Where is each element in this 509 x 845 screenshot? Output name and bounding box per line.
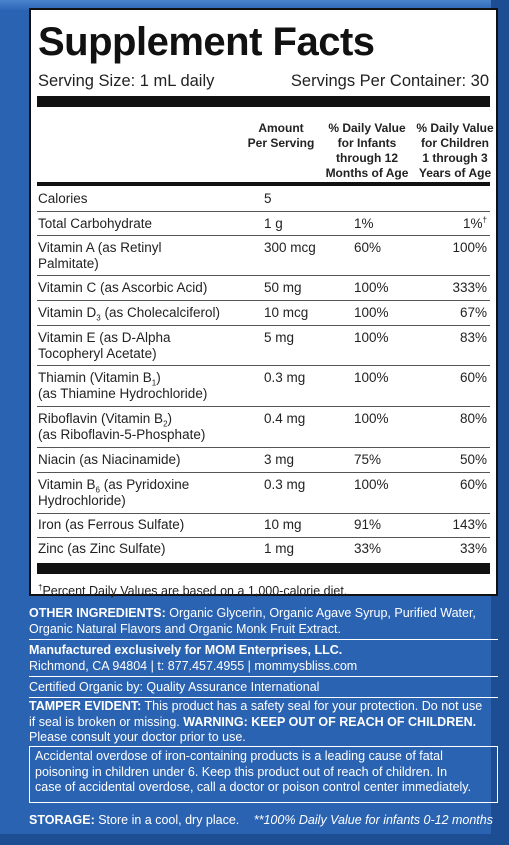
row-child-dv-vitamin-d3: 67% [459, 305, 487, 320]
row-amount-vitamin-c: 50 mg [264, 280, 302, 295]
servings-per-container: Servings Per Container: 30 [290, 72, 489, 90]
row-infant-dv-thiamin: 100% [354, 370, 389, 385]
row-child-dv-vitamin-e: 83% [459, 330, 487, 345]
row-name-calories: Calories [38, 191, 88, 206]
header-bottom-rule [37, 182, 490, 186]
header-dv-infants: % Daily Value for Infants through 12 Mon… [325, 121, 409, 180]
row-divider [37, 300, 490, 301]
row-divider [37, 275, 490, 276]
iron-overdose-warning: Accidental overdose of iron-containing p… [29, 746, 498, 803]
row-divider [37, 211, 490, 212]
row-name-carbohydrate: Total Carbohydrate [38, 216, 153, 231]
row-child-dv-vitamin-b6: 60% [459, 477, 487, 492]
row-child-dv-vitamin-c: 333% [452, 280, 487, 295]
row-name-zinc: Zinc (as Zinc Sulfate) [38, 541, 166, 556]
row-name-vitamin-d3: Vitamin D3 (as Cholecalciferol) [38, 305, 221, 323]
row-amount-vitamin-b6: 0.3 mg [264, 477, 306, 492]
divider [29, 676, 498, 677]
row-amount-carbohydrate: 1 g [264, 216, 283, 231]
row-infant-dv-carbohydrate: 1% [354, 216, 374, 231]
row-child-dv-zinc: 33% [459, 541, 487, 556]
row-amount-thiamin: 0.3 mg [264, 370, 306, 385]
row-infant-dv-vitamin-e: 100% [354, 330, 389, 345]
row-amount-vitamin-e: 5 mg [264, 330, 295, 345]
row-amount-calories: 5 [264, 191, 272, 206]
row-child-dv-niacin: 50% [459, 452, 487, 467]
infant-dv-note: **100% Daily Value for infants 0-12 mont… [253, 813, 493, 827]
row-infant-dv-riboflavin: 100% [354, 411, 389, 426]
row-child-dv-iron: 143% [452, 517, 487, 532]
row-name-vitamin-e: Vitamin E (as D-Alpha Tocopheryl Acetate) [38, 330, 171, 361]
row-infant-dv-vitamin-b6: 100% [354, 477, 389, 492]
row-name-iron: Iron (as Ferrous Sulfate) [38, 517, 185, 532]
box-bottom-edge [0, 834, 509, 845]
supplement-facts-panel: Supplement Facts Serving Size: 1 mL dail… [29, 8, 498, 598]
row-child-dv-vitamin-a: 100% [452, 240, 487, 255]
row-child-dv-thiamin: 60% [459, 370, 487, 385]
row-infant-dv-vitamin-a: 60% [354, 240, 382, 255]
row-name-vitamin-c: Vitamin C (as Ascorbic Acid) [38, 280, 208, 295]
divider [29, 697, 498, 698]
row-divider [37, 365, 490, 366]
tamper-evident: TAMPER EVIDENT: This product has a safet… [29, 699, 483, 744]
row-name-thiamin: Thiamin (Vitamin B1) (as Thiamine Hydroch… [38, 370, 208, 401]
row-divider [37, 447, 490, 448]
row-divider [37, 235, 490, 236]
box-top-edge [0, 0, 509, 10]
row-infant-dv-vitamin-d3: 100% [354, 305, 389, 320]
row-name-riboflavin: Riboflavin (Vitamin B2) (as Riboflavin-5-… [38, 411, 206, 442]
row-infant-dv-iron: 91% [354, 517, 382, 532]
panel-title: Supplement Facts [38, 20, 375, 64]
other-ingredients: OTHER INGREDIENTS: Organic Glycerin, Org… [29, 606, 476, 636]
row-infant-dv-niacin: 75% [354, 452, 382, 467]
divider [29, 639, 498, 640]
header-dv-children: % Daily Value for Children 1 through 3 Y… [416, 121, 494, 180]
dagger-mark: † [482, 215, 487, 225]
row-divider [37, 325, 490, 326]
row-divider [37, 537, 490, 538]
row-child-dv-riboflavin: 80% [459, 411, 487, 426]
row-divider [37, 513, 490, 514]
row-name-niacin: Niacin (as Niacinamide) [38, 452, 181, 467]
footer-thick-rule [37, 563, 490, 574]
row-amount-zinc: 1 mg [264, 541, 295, 556]
row-divider [37, 406, 490, 407]
row-amount-niacin: 3 mg [264, 452, 295, 467]
row-name-vitamin-a: Vitamin A (as Retinyl Palmitate) [38, 240, 162, 271]
footnote: †Percent Daily Values are based on a 1,0… [38, 582, 348, 598]
row-amount-vitamin-a: 300 mcg [264, 240, 316, 255]
storage-info: STORAGE: Store in a cool, dry place. [29, 813, 240, 827]
row-child-dv-carbohydrate: 1%† [463, 215, 487, 231]
row-infant-dv-zinc: 33% [354, 541, 382, 556]
row-infant-dv-vitamin-c: 100% [354, 280, 389, 295]
header-amount-per-serving: Amount Per Serving [247, 121, 315, 150]
row-divider [37, 472, 490, 473]
row-amount-riboflavin: 0.4 mg [264, 411, 306, 426]
row-amount-iron: 10 mg [264, 517, 302, 532]
row-amount-vitamin-d3: 10 mcg [264, 305, 309, 320]
certified-organic: Certified Organic by: Quality Assurance … [29, 680, 320, 694]
serving-size: Serving Size: 1 mL daily [38, 72, 215, 90]
manufacturer-info: Manufactured exclusively for MOM Enterpr… [29, 643, 358, 673]
header-thick-rule [37, 96, 490, 107]
row-name-vitamin-b6: Vitamin B6 (as Pyridoxine Hydrochloride) [38, 477, 190, 508]
